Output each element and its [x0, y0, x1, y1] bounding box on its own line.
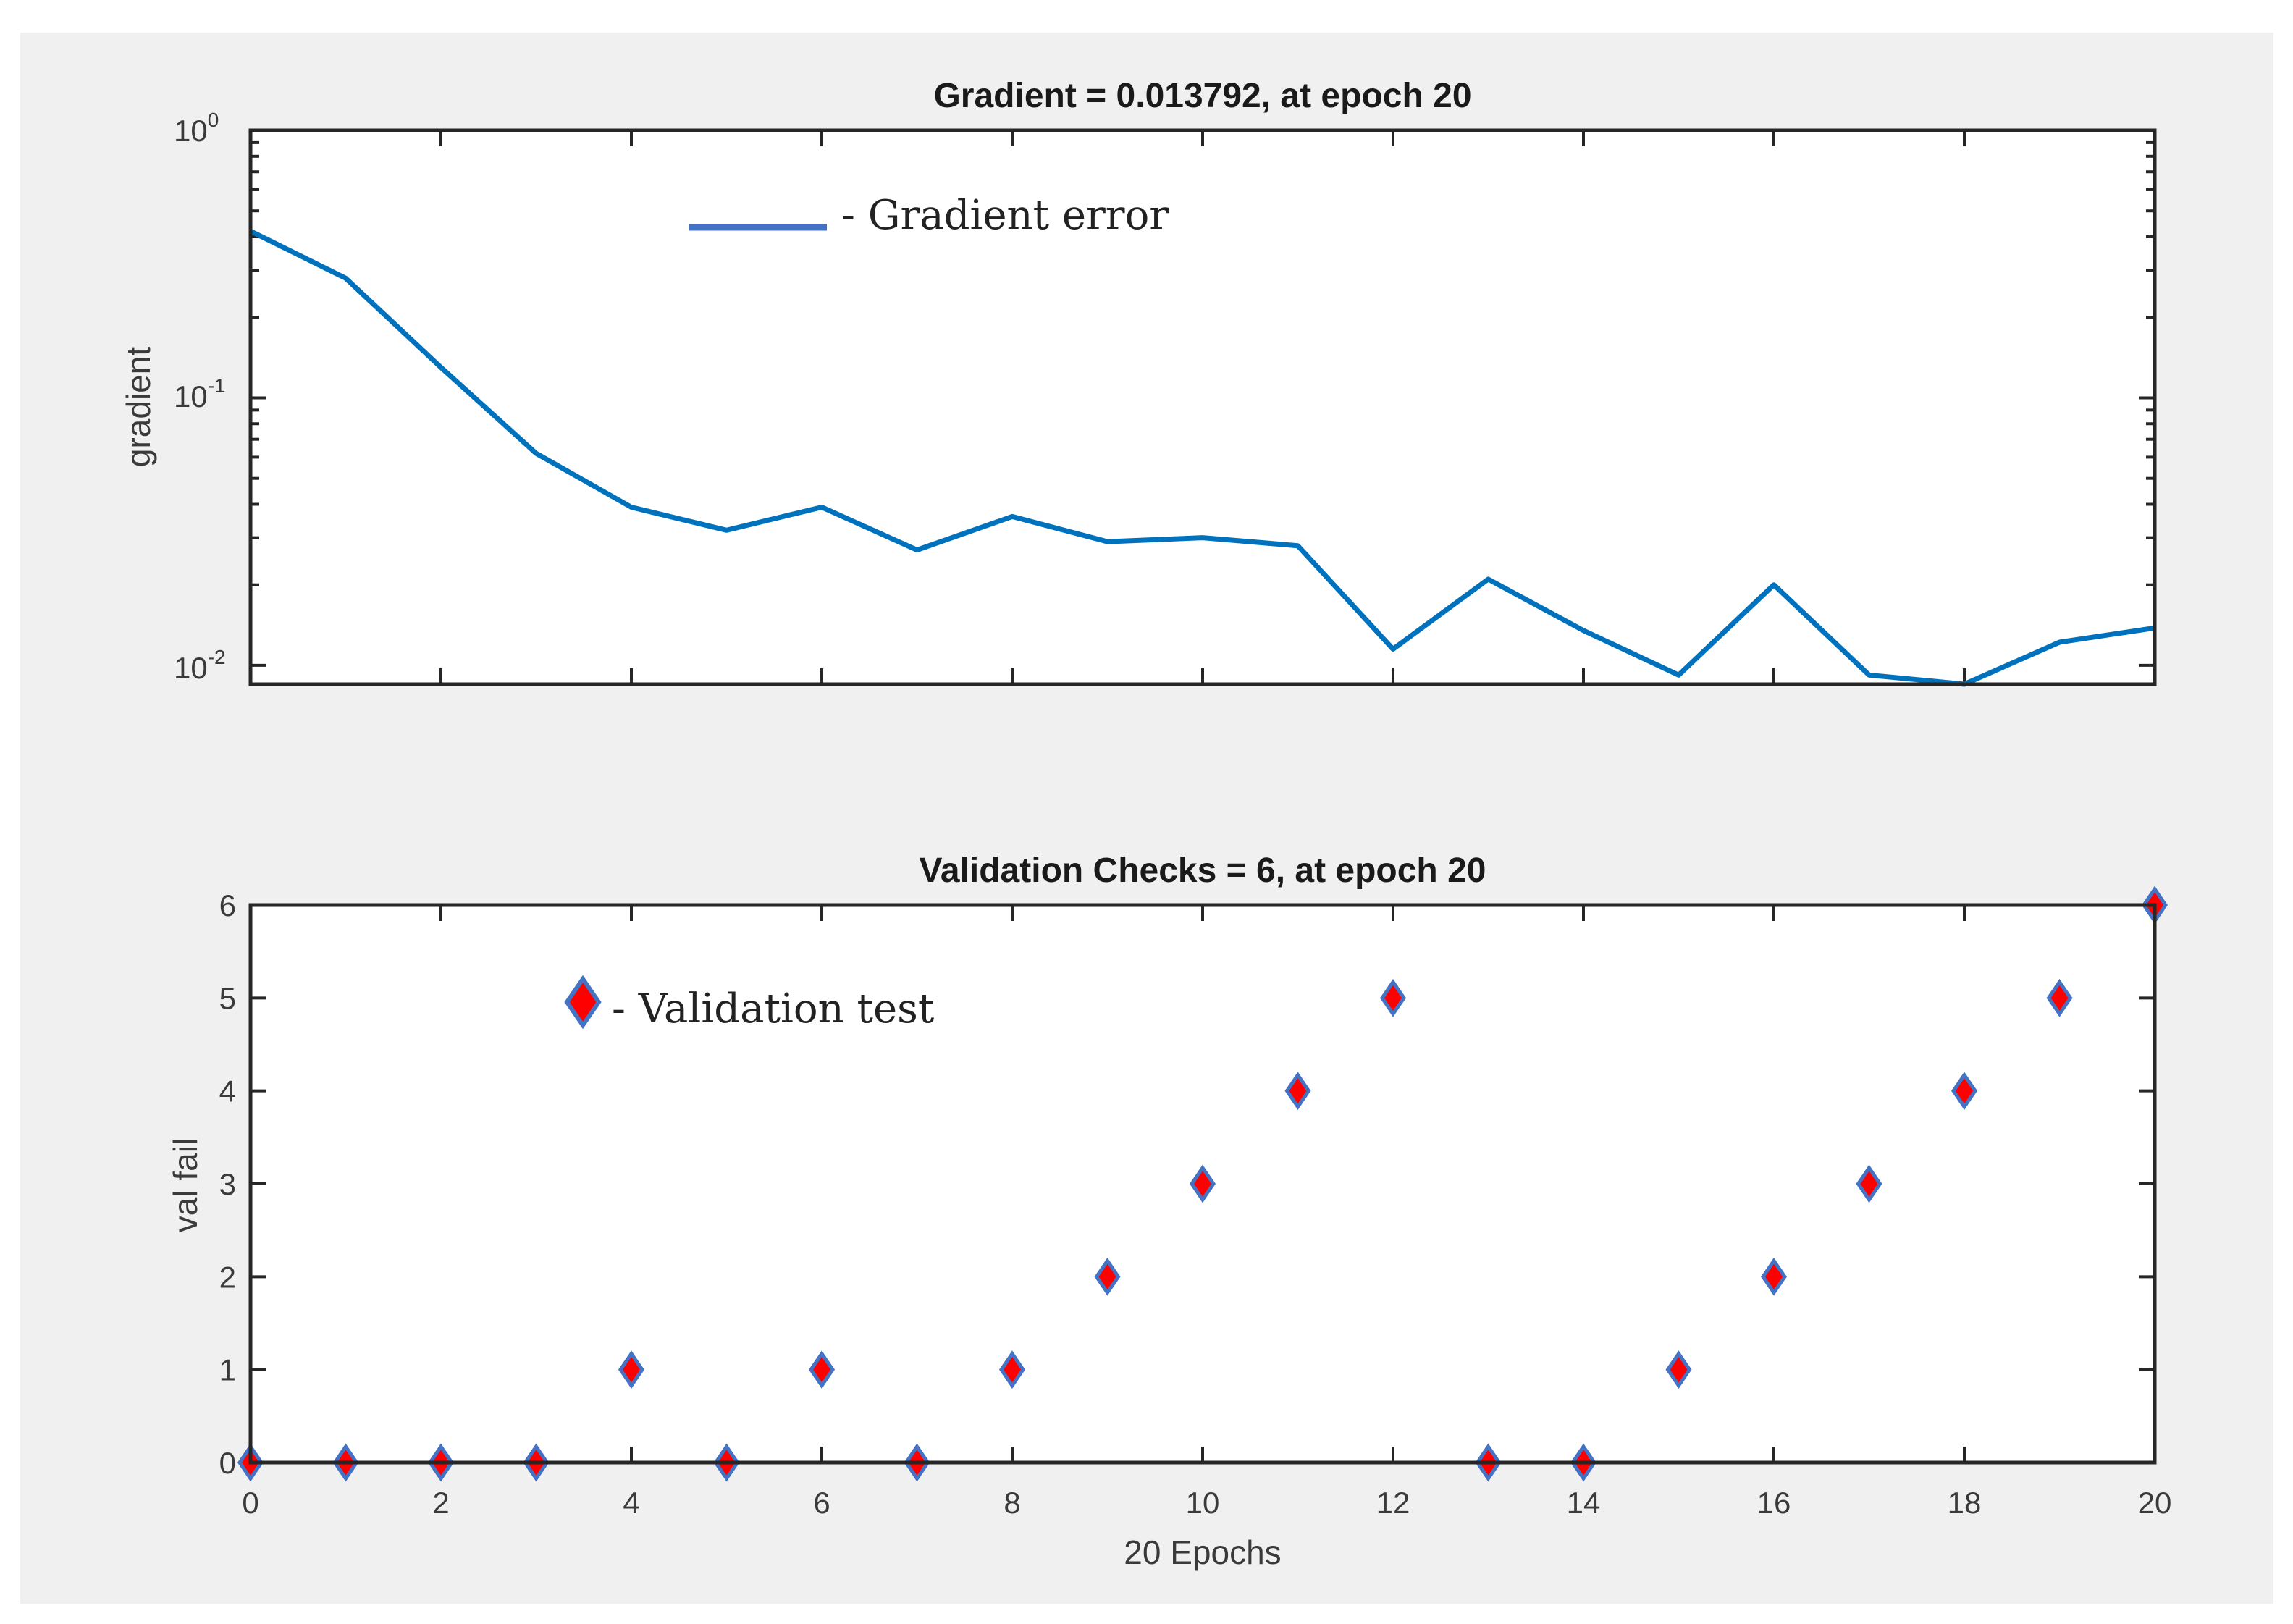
x-tick-label: 14 [1567, 1486, 1601, 1520]
x-tick-label: 8 [1004, 1486, 1020, 1520]
y-tick-label: 6 [219, 888, 236, 922]
y-tick-label: 5 [219, 981, 236, 1015]
gradient-y-tick-label: 10-1 [174, 374, 226, 413]
gradient-title: Gradient = 0.013792, at epoch 20 [933, 77, 1471, 115]
validation-marker [1951, 1072, 1978, 1111]
y-tick-base: 10 [174, 651, 208, 685]
y-tick-base: 10 [174, 114, 208, 148]
y-tick-label: 4 [219, 1074, 236, 1108]
y-tick-base: 10 [174, 379, 208, 413]
validation-plot-frame [248, 903, 2157, 1465]
validation-marker [1856, 1164, 1882, 1203]
x-tick-label: 0 [242, 1486, 258, 1520]
gradient-panel: Gradient = 0.013792, at epoch 20 gradien… [119, 77, 2157, 687]
validation-marker [1379, 978, 1407, 1017]
y-tick-exponent: 0 [208, 109, 219, 131]
validation-legend: - Validation test [564, 975, 935, 1032]
validation-y-axis-label: val fail [167, 1138, 204, 1232]
gradient-plot-frame [248, 128, 2157, 686]
x-tick-label: 10 [1186, 1486, 1220, 1520]
y-tick-label: 3 [219, 1167, 236, 1201]
gradient-y-tick-label: 10-2 [174, 646, 226, 685]
y-tick-label: 1 [219, 1353, 236, 1387]
y-tick-label: 0 [219, 1446, 236, 1480]
validation-marker [2046, 978, 2073, 1017]
validation-marker [998, 1350, 1026, 1389]
y-tick-exponent: -1 [208, 374, 226, 397]
gradient-legend-label: - Gradient error [841, 192, 1169, 239]
validation-marker [618, 1350, 645, 1389]
x-tick-label: 16 [1757, 1486, 1791, 1520]
x-tick-label: 20 [2138, 1486, 2172, 1520]
validation-title: Validation Checks = 6, at epoch 20 [920, 851, 1486, 890]
x-tick-label: 6 [813, 1486, 830, 1520]
validation-marker [1760, 1257, 1788, 1296]
gradient-plot-area [251, 130, 2155, 684]
gradient-legend: - Gradient error [689, 192, 1169, 239]
validation-panel: Validation Checks = 6, at epoch 20 val f… [167, 851, 2171, 1571]
validation-marker [1189, 1164, 1216, 1203]
validation-markers [237, 885, 2168, 1482]
validation-legend-marker [564, 975, 602, 1030]
gradient-series-line [249, 229, 2155, 687]
x-tick-label: 4 [623, 1486, 639, 1520]
validation-marker [808, 1350, 836, 1389]
x-tick-label: 12 [1376, 1486, 1410, 1520]
validation-marker [1665, 1350, 1692, 1389]
y-tick-exponent: -2 [208, 646, 226, 668]
gradient-y-tick-labels: 100 10-1 10-2 [174, 109, 226, 685]
gradient-y-tick-label: 100 [174, 109, 219, 148]
validation-x-axis-label: 20 Epochs [1124, 1533, 1281, 1571]
validation-x-ticks: 0 2 4 6 8 10 12 14 16 18 20 [242, 905, 2171, 1520]
validation-marker [1094, 1257, 1121, 1296]
y-tick-label: 2 [219, 1260, 236, 1294]
x-tick-label: 2 [432, 1486, 449, 1520]
gradient-y-axis-label: gradient [119, 347, 157, 467]
validation-marker [1284, 1072, 1311, 1111]
x-tick-label: 18 [1948, 1486, 1982, 1520]
validation-legend-label: - Validation test [612, 985, 935, 1032]
